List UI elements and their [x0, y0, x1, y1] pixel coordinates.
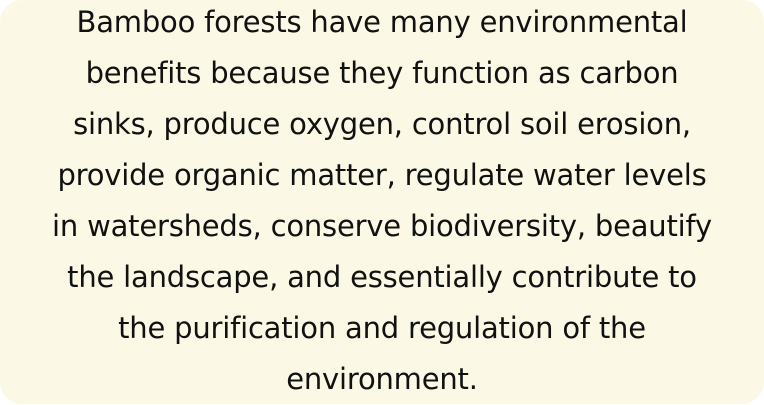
paragraph-line: the purification and regulation of the [118, 311, 646, 345]
paragraph-line: environment. [286, 362, 478, 396]
paragraph-line: benefits because they function as carbon [85, 56, 679, 90]
paragraph-line: provide organic matter, regulate water l… [57, 158, 707, 192]
paragraph-line: sinks, produce oxygen, control soil eros… [73, 107, 691, 141]
paragraph-line: the landscape, and essentially contribut… [67, 260, 697, 294]
paragraph-line: Bamboo forests have many environmental [76, 5, 688, 39]
paragraph-line: in watersheds, conserve biodiversity, be… [52, 209, 712, 243]
card-paragraph: Bamboo forests have many environmental b… [14, 0, 750, 405]
